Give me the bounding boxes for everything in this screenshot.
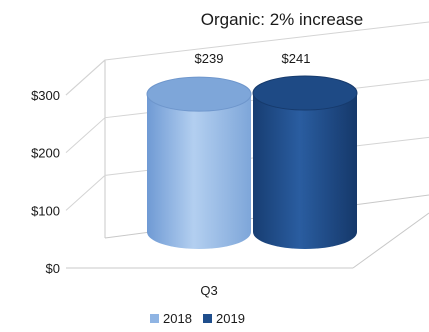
gridline (65, 21, 429, 96)
data-label-2019: $241 (282, 51, 311, 66)
legend-label-2019: 2019 (216, 311, 245, 326)
y-tick-label: $200 (31, 146, 60, 161)
bar-2019 (252, 75, 358, 249)
bar-body (253, 93, 357, 249)
data-label-2018: $239 (195, 51, 224, 66)
floor-right-edge (352, 212, 429, 269)
bar-body (147, 94, 251, 249)
legend-label-2018: 2018 (163, 311, 192, 326)
bar-top-cap (252, 75, 358, 111)
legend: 2018 2019 (150, 311, 245, 326)
y-tick-label: $100 (31, 203, 60, 218)
y-tick-label: $300 (31, 88, 60, 103)
y-axis: $0 $100 $200 $300 (31, 88, 60, 276)
bar-2018 (146, 76, 252, 249)
legend-swatch-2018 (150, 314, 159, 323)
data-labels: $239 $241 (195, 51, 311, 66)
legend-swatch-2019 (203, 314, 212, 323)
bar-top-cap (146, 76, 252, 112)
category-label: Q3 (200, 283, 217, 298)
chart-title: Organic: 2% increase (201, 10, 364, 29)
bars-group (146, 75, 358, 249)
y-tick-label: $0 (46, 261, 60, 276)
